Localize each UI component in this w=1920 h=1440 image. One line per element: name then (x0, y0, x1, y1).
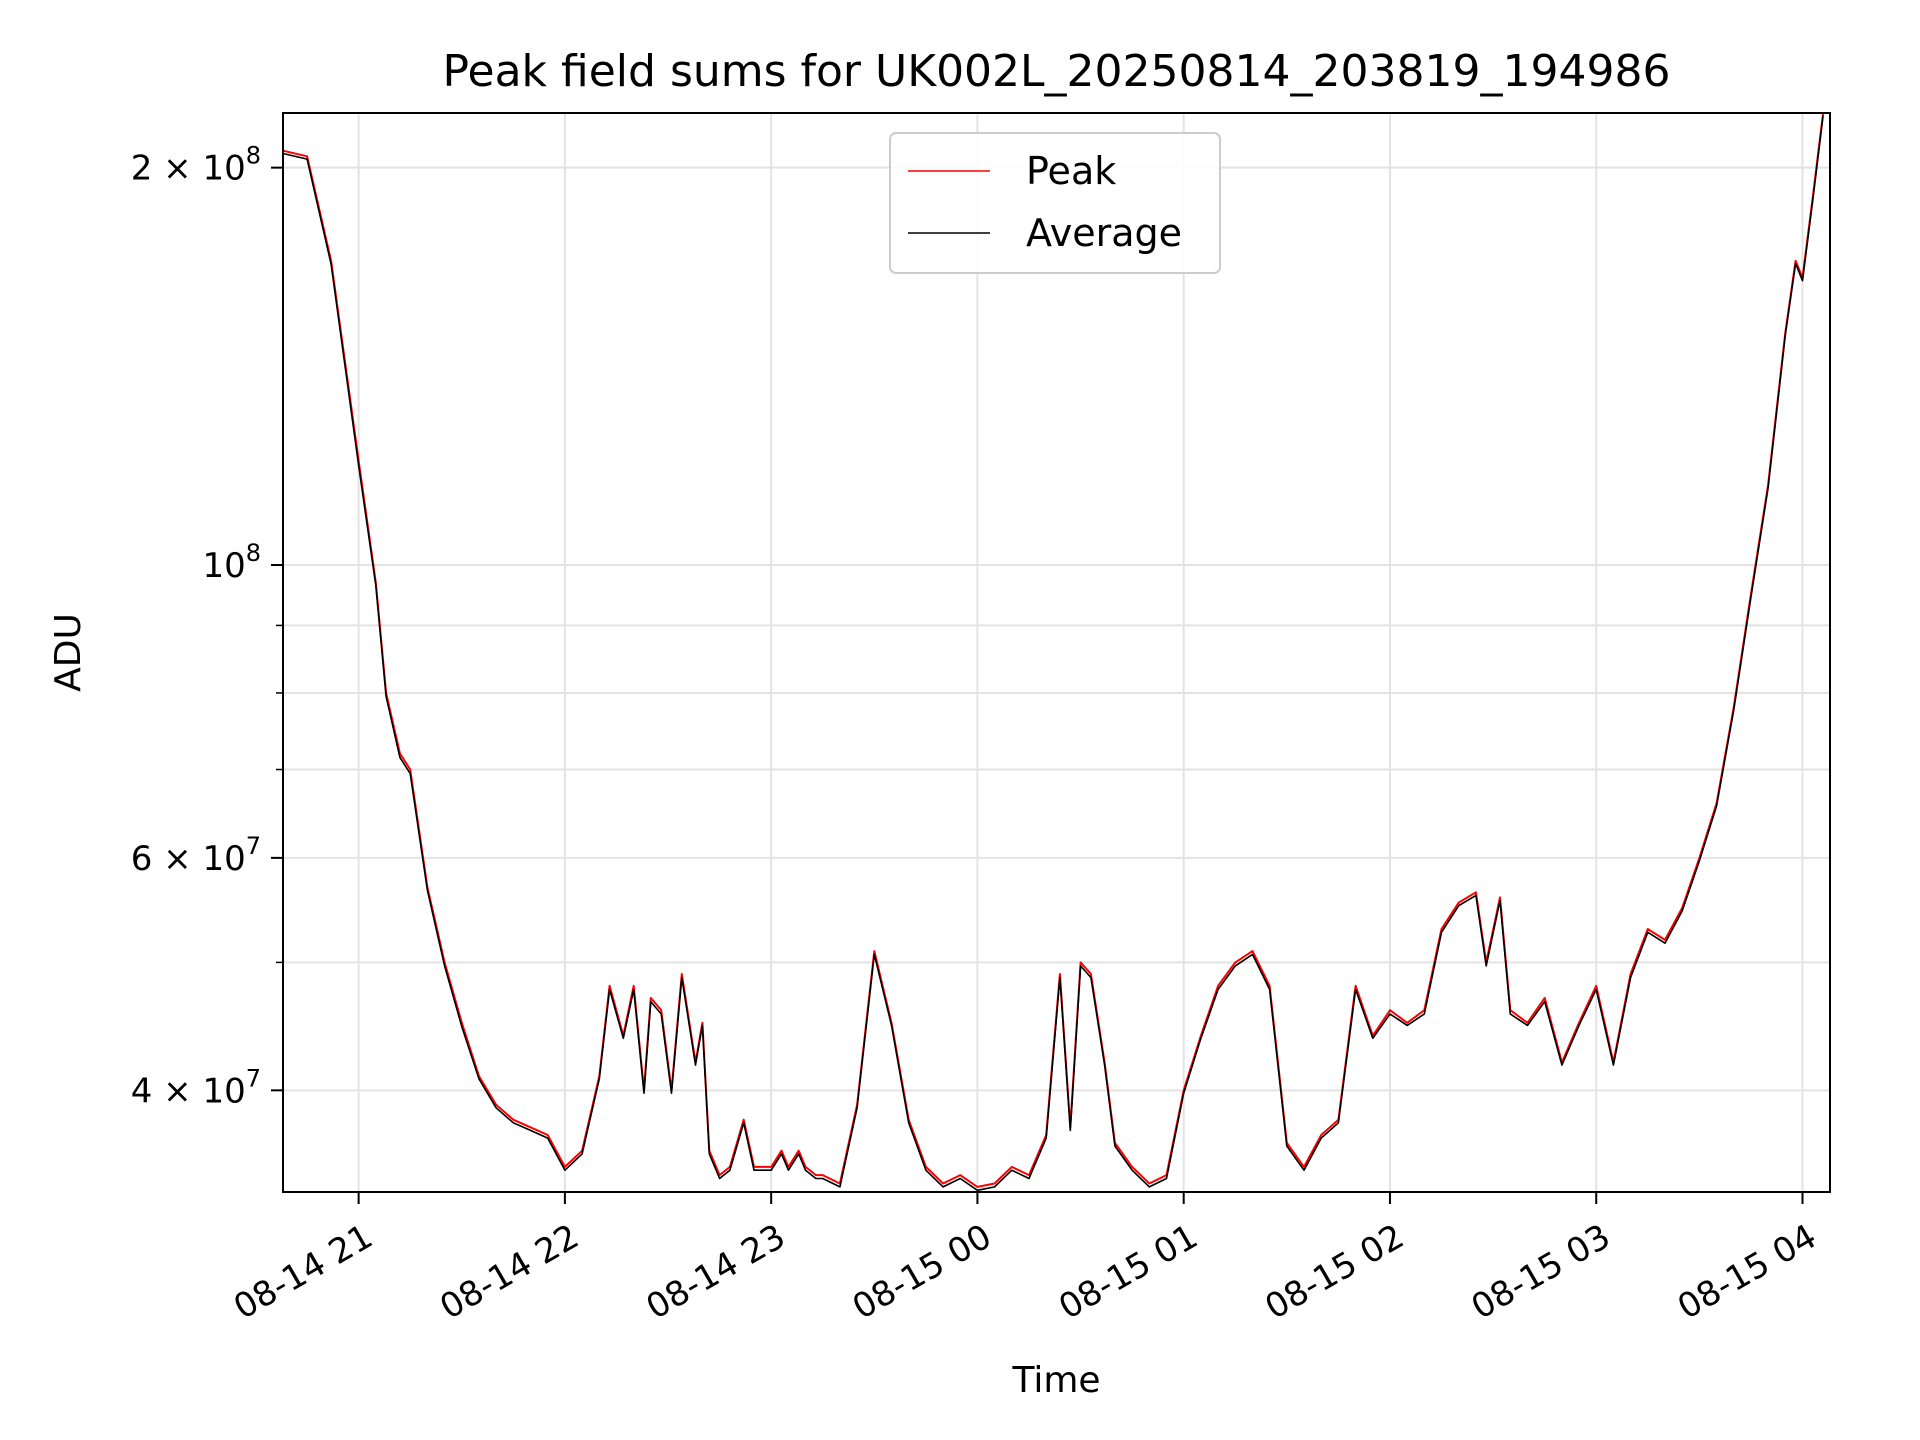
series-line-average (282, 115, 1824, 1192)
y-tick-base: 2 × 10 (131, 149, 246, 189)
y-tick-exponent: 7 (246, 832, 261, 860)
chart-title: Peak field sums for UK002L_20250814_2038… (443, 46, 1671, 97)
y-tick-label: 4 × 107 (131, 1064, 261, 1111)
y-tick-base: 4 × 10 (131, 1071, 246, 1111)
y-axis-label: ADU (48, 613, 89, 692)
grid (283, 113, 1830, 1192)
legend-average-label: Average (1026, 211, 1182, 255)
legend: Peak Average (889, 132, 1221, 274)
legend-box (889, 132, 1221, 274)
y-tick-exponent: 7 (246, 1064, 261, 1092)
plot-frame (282, 112, 1831, 1193)
y-tick-base: 10 (202, 546, 245, 586)
y-tick-exponent: 8 (246, 142, 261, 170)
x-axis-label: Time (1011, 1360, 1100, 1401)
y-tick-label: 108 (202, 539, 261, 586)
legend-peak-label: Peak (1026, 149, 1116, 193)
y-tick-base: 6 × 10 (131, 839, 246, 879)
y-tick-label: 2 × 108 (131, 142, 261, 189)
y-tick-label: 6 × 107 (131, 832, 261, 879)
series-layer (282, 112, 1825, 1192)
y-tick-exponent: 8 (246, 539, 261, 567)
